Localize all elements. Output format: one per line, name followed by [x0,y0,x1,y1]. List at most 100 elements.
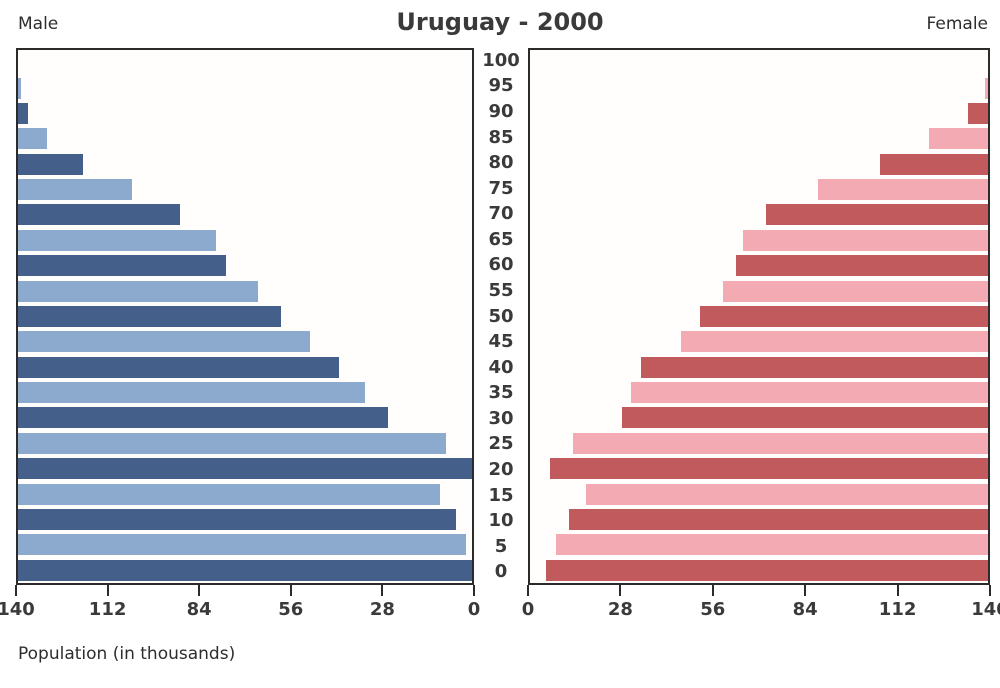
tick-label-male-56: 56 [278,599,304,620]
pyramid-row-male-age-30 [18,405,472,430]
pyramid-row-male-age-60 [18,253,472,278]
age-label-65: 65 [488,228,514,250]
pyramid-row-male-age-15 [18,481,472,506]
pyramid-row-female-age-40 [530,355,988,380]
pyramid-row-female-age-15 [530,481,988,506]
bar-male-age-40 [18,356,340,378]
age-label-35: 35 [488,382,514,404]
bar-female-age-50 [700,305,988,327]
bar-female-age-40 [641,356,988,378]
female-bars-container [530,50,988,583]
pyramid-row-male-age-75 [18,177,472,202]
bar-male-age-30 [18,407,388,429]
pyramid-row-male-age-55 [18,278,472,303]
tick-mark-female-84 [804,585,807,596]
tick-label-male-140: 140 [0,599,35,620]
bar-male-age-45 [18,331,310,353]
pyramid-row-male-age-70 [18,202,472,227]
bar-female-age-15 [585,483,988,505]
age-label-0: 0 [494,561,508,583]
age-label-45: 45 [488,331,514,353]
age-label-20: 20 [488,459,514,481]
tick-mark-male-0 [473,585,475,596]
pyramid-row-male-age-35 [18,380,472,405]
bar-female-age-20 [549,458,988,480]
pyramid-row-female-age-55 [530,278,988,303]
tick-label-female-0: 0 [521,599,535,620]
pyramid-row-female-age-45 [530,329,988,354]
pyramid-row-male-age-5 [18,532,472,557]
bar-male-age-50 [18,305,281,327]
bar-male-age-90 [18,102,28,124]
tick-label-female-112: 112 [878,599,917,620]
bar-male-age-0 [18,559,472,581]
male-bars-container [18,50,472,583]
age-label-5: 5 [494,535,508,557]
bar-female-age-60 [736,255,988,277]
tick-mark-female-140 [989,585,991,596]
age-label-70: 70 [488,203,514,225]
male-plot-panel [16,48,474,585]
bar-male-age-15 [18,483,440,505]
bar-male-age-95 [18,77,22,99]
tick-mark-male-28 [381,585,384,596]
pyramid-row-male-age-20 [18,456,472,481]
pyramid-row-male-age-10 [18,507,472,532]
age-label-55: 55 [488,279,514,301]
pyramid-row-male-age-50 [18,304,472,329]
tick-label-female-56: 56 [700,599,726,620]
age-axis-labels: 100 95 90 85 80 75 70 65 60 55 50 45 40 35 30 25 20 15 10 5… [474,48,528,585]
tick-label-female-84: 84 [792,599,818,620]
pyramid-row-female-age-50 [530,304,988,329]
tick-mark-male-112 [106,585,109,596]
bar-male-age-70 [18,204,181,226]
tick-mark-female-112 [896,585,899,596]
pyramid-row-male-age-90 [18,101,472,126]
pyramid-row-female-age-75 [530,177,988,202]
pyramid-row-male-age-40 [18,355,472,380]
age-label-75: 75 [488,177,514,199]
pyramid-row-female-age-90 [530,101,988,126]
bar-female-age-25 [572,432,988,454]
age-label-80: 80 [488,152,514,174]
tick-label-male-84: 84 [186,599,212,620]
bar-female-age-35 [631,382,988,404]
bar-female-age-5 [556,534,988,556]
tick-label-female-28: 28 [607,599,633,620]
age-label-100: 100 [482,49,520,71]
age-label-85: 85 [488,126,514,148]
tick-mark-female-28 [619,585,622,596]
bar-male-age-20 [18,458,472,480]
bar-female-age-65 [742,229,988,251]
pyramid-row-female-age-25 [530,431,988,456]
female-x-axis: 0 28 56 84 112 140 [522,585,1000,625]
bar-female-age-10 [569,508,988,530]
pyramid-row-male-age-80 [18,152,472,177]
bar-female-age-80 [880,153,988,175]
bar-female-age-95 [984,77,988,99]
bar-female-age-30 [621,407,988,429]
female-side-label: Female [926,14,988,34]
age-label-30: 30 [488,407,514,429]
tick-label-male-0: 0 [467,599,481,620]
pyramid-row-female-age-100 [530,50,988,75]
bar-female-age-70 [765,204,988,226]
tick-label-male-28: 28 [369,599,395,620]
pyramid-row-female-age-0 [530,558,988,583]
bar-male-age-65 [18,229,216,251]
age-label-50: 50 [488,305,514,327]
tick-mark-male-56 [289,585,292,596]
bar-male-age-10 [18,508,456,530]
age-label-90: 90 [488,100,514,122]
pyramid-row-male-age-0 [18,558,472,583]
bar-female-age-90 [968,102,988,124]
pyramid-row-female-age-35 [530,380,988,405]
bar-male-age-55 [18,280,258,302]
male-x-axis: 0 28 56 84 112 140 [0,585,480,625]
pyramid-row-female-age-10 [530,507,988,532]
x-axis-caption: Population (in thousands) [18,644,236,664]
bar-female-age-75 [817,179,988,201]
bar-male-age-35 [18,382,365,404]
age-label-60: 60 [488,254,514,276]
